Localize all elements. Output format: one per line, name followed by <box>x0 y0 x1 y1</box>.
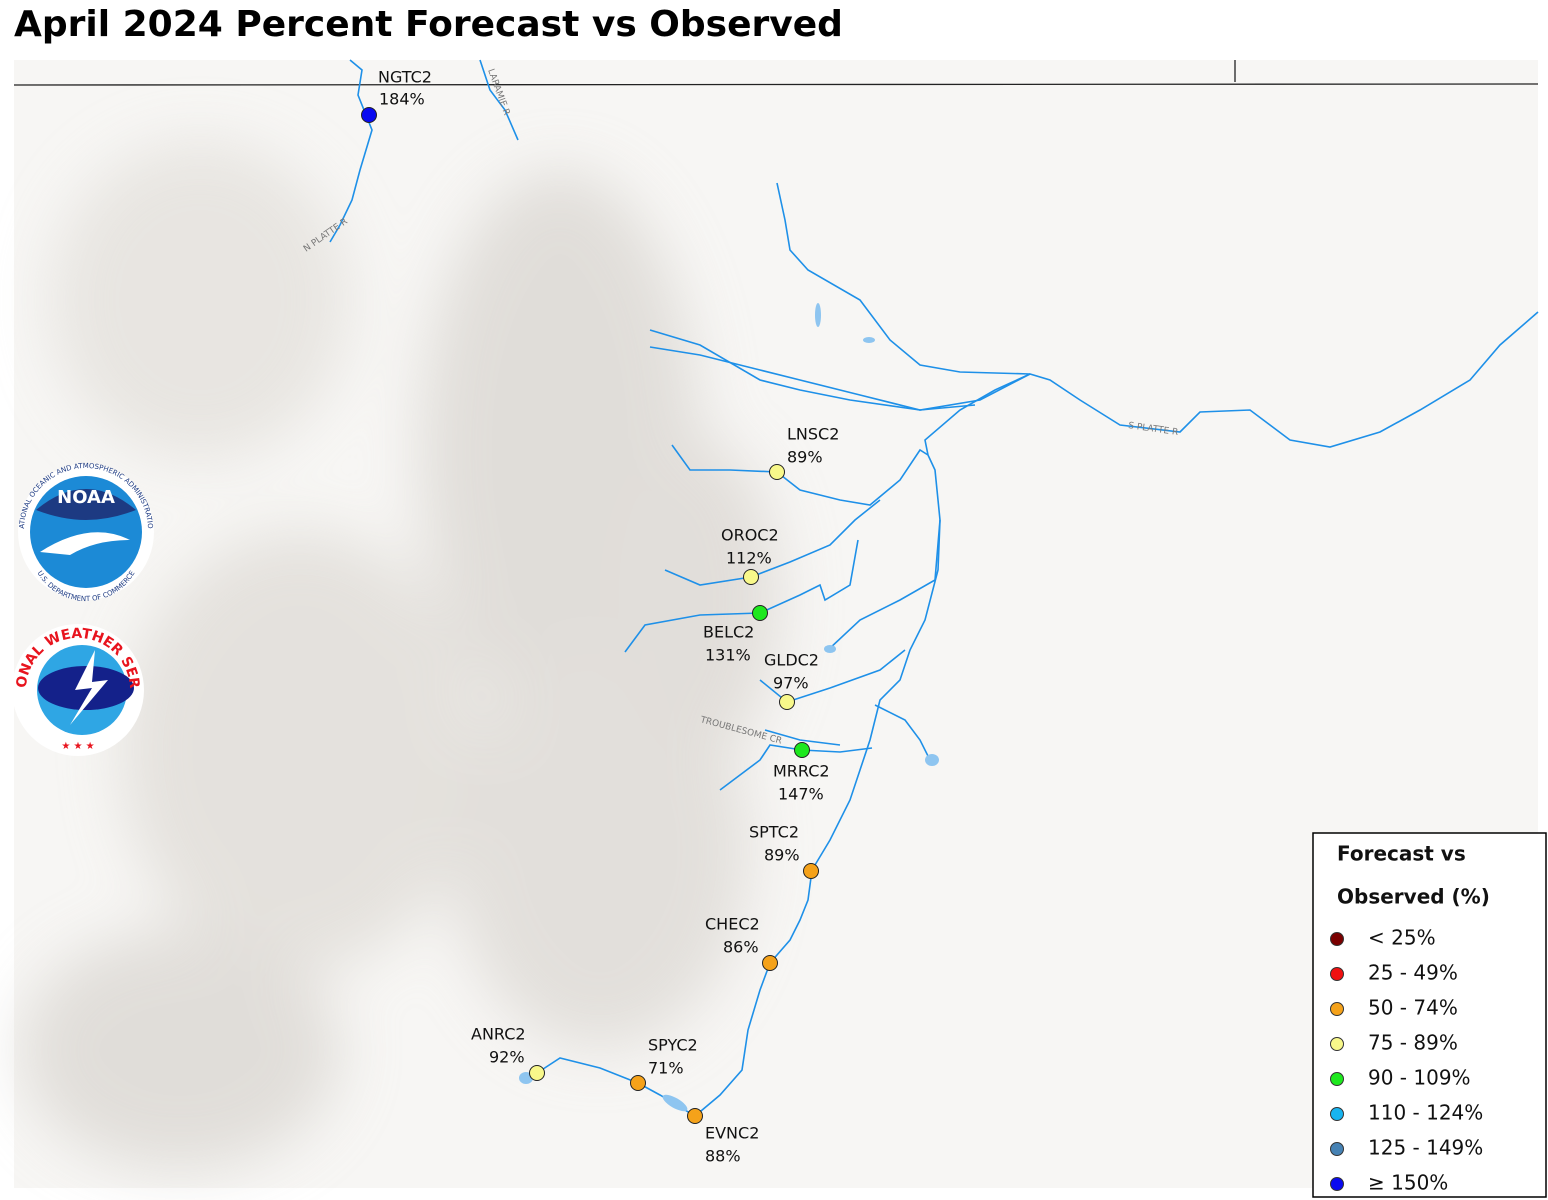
station-id: ANRC2 <box>471 1025 526 1044</box>
station-id: BELC2 <box>703 623 754 642</box>
legend-swatch <box>1330 1072 1344 1086</box>
legend-swatch <box>1330 1177 1344 1191</box>
legend-title: Forecast vs <box>1337 842 1466 866</box>
station-marker <box>743 569 759 585</box>
station-percent: 71% <box>648 1059 684 1078</box>
legend-swatch <box>1330 932 1344 946</box>
station-marker <box>769 464 785 480</box>
legend: Forecast vs Observed (%) < 25% 25 - 49% 50 -… <box>1312 832 1547 1198</box>
station-percent: 131% <box>705 646 751 665</box>
station-id: SPTC2 <box>749 823 799 842</box>
station-marker <box>803 863 819 879</box>
basemap <box>13 60 1539 1188</box>
legend-label: < 25% <box>1368 926 1436 950</box>
station-id: CHEC2 <box>705 915 760 934</box>
station-id: NGTC2 <box>378 68 432 87</box>
stations: NGTC2 184% LNSC2 89% OROC2 112% BELC2 131% GLDC2… <box>361 68 839 1166</box>
station-marker <box>361 107 377 123</box>
legend-swatch <box>1330 1142 1344 1156</box>
station-percent: 88% <box>705 1147 741 1166</box>
station-percent: 147% <box>778 785 824 804</box>
legend-swatch <box>1330 1037 1344 1051</box>
station-id: OROC2 <box>721 526 779 545</box>
legend-swatch <box>1330 1107 1344 1121</box>
legend-label: 110 - 124% <box>1368 1101 1483 1125</box>
station-marker <box>630 1075 646 1091</box>
station-marker <box>779 694 795 710</box>
station-marker <box>752 605 768 621</box>
station-id: SPYC2 <box>648 1036 698 1055</box>
legend-swatch <box>1330 1002 1344 1016</box>
station-percent: 92% <box>489 1048 525 1067</box>
legend-label: 90 - 109% <box>1368 1066 1471 1090</box>
station-marker <box>762 955 778 971</box>
rivers <box>329 59 1539 1117</box>
station-percent: 112% <box>726 549 772 568</box>
station-percent: 86% <box>723 938 759 957</box>
station-id: LNSC2 <box>787 425 839 444</box>
station-id: GLDC2 <box>764 651 819 670</box>
station-id: MRRC2 <box>773 762 830 781</box>
station-percent: 184% <box>379 90 425 109</box>
legend-swatch <box>1330 967 1344 981</box>
legend-label: 125 - 149% <box>1368 1136 1483 1160</box>
legend-label: 25 - 49% <box>1368 961 1458 985</box>
station-id: EVNC2 <box>705 1124 759 1143</box>
legend-label: ≥ 150% <box>1368 1171 1448 1195</box>
title: April 2024 Percent Forecast vs Observed <box>14 4 843 45</box>
station-marker <box>529 1065 545 1081</box>
station-percent: 97% <box>773 674 809 693</box>
nws-stars: ★ ★ ★ <box>61 741 94 752</box>
station-marker <box>687 1108 703 1124</box>
station-percent: 89% <box>764 846 800 865</box>
station-marker <box>794 742 810 758</box>
legend-label: 75 - 89% <box>1368 1031 1458 1055</box>
legend-label: 50 - 74% <box>1368 996 1458 1020</box>
station-percent: 89% <box>787 448 823 467</box>
legend-title: Observed (%) <box>1337 885 1490 909</box>
noaa-label: NOAA <box>57 487 115 508</box>
